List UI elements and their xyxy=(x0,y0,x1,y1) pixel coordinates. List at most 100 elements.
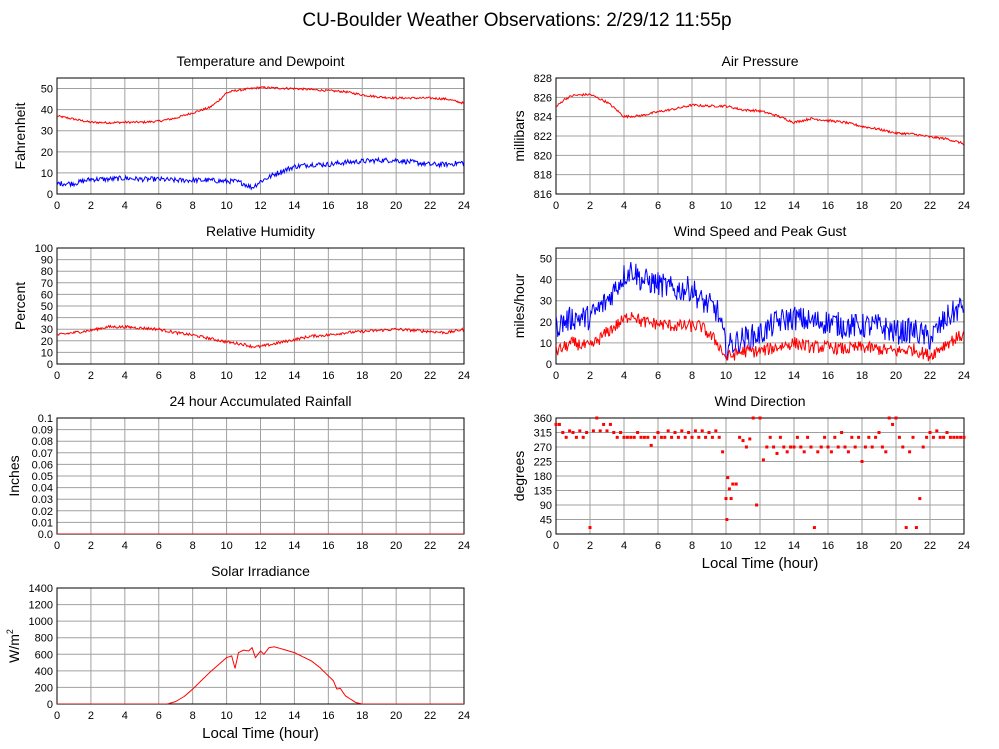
y-tick-label: 100 xyxy=(35,243,53,255)
y-tick-label: 20 xyxy=(540,317,552,329)
y-tick-label: 360 xyxy=(534,413,552,425)
data-point xyxy=(806,435,810,439)
y-tick-label: 0.05 xyxy=(32,471,53,483)
data-point xyxy=(578,429,582,433)
data-point xyxy=(826,445,830,449)
x-tick-label: 10 xyxy=(720,200,732,212)
plot-frame xyxy=(56,247,465,365)
chart-title: Air Pressure xyxy=(721,53,798,69)
y-tick-label: 315 xyxy=(534,428,552,440)
x-tick-label: 10 xyxy=(220,200,232,212)
data-point xyxy=(904,526,908,530)
y-tick-label: 600 xyxy=(35,649,53,661)
y-tick-label: 0.09 xyxy=(32,425,53,437)
data-point xyxy=(962,435,966,439)
x-tick-label: 4 xyxy=(122,540,128,552)
x-tick-label: 2 xyxy=(88,370,94,382)
data-point xyxy=(731,482,735,486)
data-point xyxy=(857,435,861,439)
x-tick-label: 18 xyxy=(356,200,368,212)
x-tick-label: 10 xyxy=(220,370,232,382)
y-tick-label: 800 xyxy=(35,633,53,645)
x-tick-label: 14 xyxy=(288,370,300,382)
y-tick-label: 270 xyxy=(534,442,552,454)
data-point xyxy=(629,435,633,439)
data-point xyxy=(687,431,691,434)
data-point xyxy=(714,429,718,433)
data-point xyxy=(914,526,918,530)
x-tick-label: 22 xyxy=(424,370,436,382)
series-line-2 xyxy=(57,156,464,191)
data-point xyxy=(717,435,721,439)
data-point xyxy=(945,431,949,434)
data-point xyxy=(710,435,714,439)
y-axis-label: Percent xyxy=(12,282,28,330)
x-tick-label: 18 xyxy=(856,200,868,212)
data-point xyxy=(785,450,789,454)
data-point xyxy=(738,435,742,439)
data-point xyxy=(751,416,755,420)
y-axis-label: millibars xyxy=(511,110,527,161)
x-tick-label: 16 xyxy=(822,200,834,212)
data-point xyxy=(755,503,759,507)
x-tick-label: 20 xyxy=(390,540,402,552)
x-tick-label: 20 xyxy=(890,540,902,552)
data-point xyxy=(795,435,799,439)
series-line-1 xyxy=(556,262,964,361)
data-point xyxy=(605,429,609,433)
y-tick-label: 40 xyxy=(540,275,552,287)
x-tick-label: 4 xyxy=(122,370,128,382)
x-tick-label: 24 xyxy=(458,200,470,212)
chart-title: Solar Irradiance xyxy=(211,563,310,579)
x-tick-label: 8 xyxy=(190,200,196,212)
x-tick-label: 16 xyxy=(322,370,334,382)
x-tick-label: 12 xyxy=(754,370,766,382)
x-tick-label: 0 xyxy=(54,370,60,382)
y-tick-label: 400 xyxy=(35,666,53,678)
data-point xyxy=(726,476,730,480)
data-point xyxy=(908,450,912,454)
data-point xyxy=(571,431,575,434)
y-tick-label: 45 xyxy=(540,515,552,527)
plot-frame xyxy=(56,77,465,195)
x-tick-label: 4 xyxy=(122,710,128,722)
plot-frame xyxy=(555,77,965,195)
data-point xyxy=(789,445,793,449)
x-tick-label: 4 xyxy=(621,370,627,382)
x-tick-label: 16 xyxy=(322,540,334,552)
y-axis-label: miles/hour xyxy=(511,273,527,338)
data-point xyxy=(758,416,762,420)
x-tick-label: 6 xyxy=(156,370,162,382)
data-point xyxy=(680,429,684,433)
data-point xyxy=(639,435,643,439)
data-point xyxy=(877,431,881,434)
y-tick-label: 0 xyxy=(546,529,552,541)
x-tick-label: 24 xyxy=(958,540,970,552)
y-tick-label: 20 xyxy=(41,147,53,159)
x-tick-label: 10 xyxy=(720,370,732,382)
x-tick-label: 6 xyxy=(156,710,162,722)
data-point xyxy=(874,435,878,439)
y-tick-label: 0.03 xyxy=(32,494,53,506)
x-tick-label: 20 xyxy=(890,200,902,212)
data-point xyxy=(887,416,891,420)
data-point xyxy=(725,518,729,521)
data-point xyxy=(595,416,599,420)
x-tick-label: 8 xyxy=(190,540,196,552)
y-tick-label: 0.02 xyxy=(32,506,53,518)
x-tick-label: 22 xyxy=(424,200,436,212)
data-point xyxy=(935,429,939,433)
x-tick-label: 18 xyxy=(856,540,868,552)
data-point xyxy=(673,431,677,434)
x-tick-label: 2 xyxy=(587,200,593,212)
x-tick-label: 12 xyxy=(254,540,266,552)
y-tick-label: 1200 xyxy=(29,600,53,612)
data-point xyxy=(823,435,827,439)
x-tick-label: 0 xyxy=(54,710,60,722)
data-point xyxy=(602,422,606,426)
y-tick-label: 40 xyxy=(41,313,53,325)
y-tick-label: 816 xyxy=(534,189,552,201)
x-tick-label: 12 xyxy=(754,540,766,552)
